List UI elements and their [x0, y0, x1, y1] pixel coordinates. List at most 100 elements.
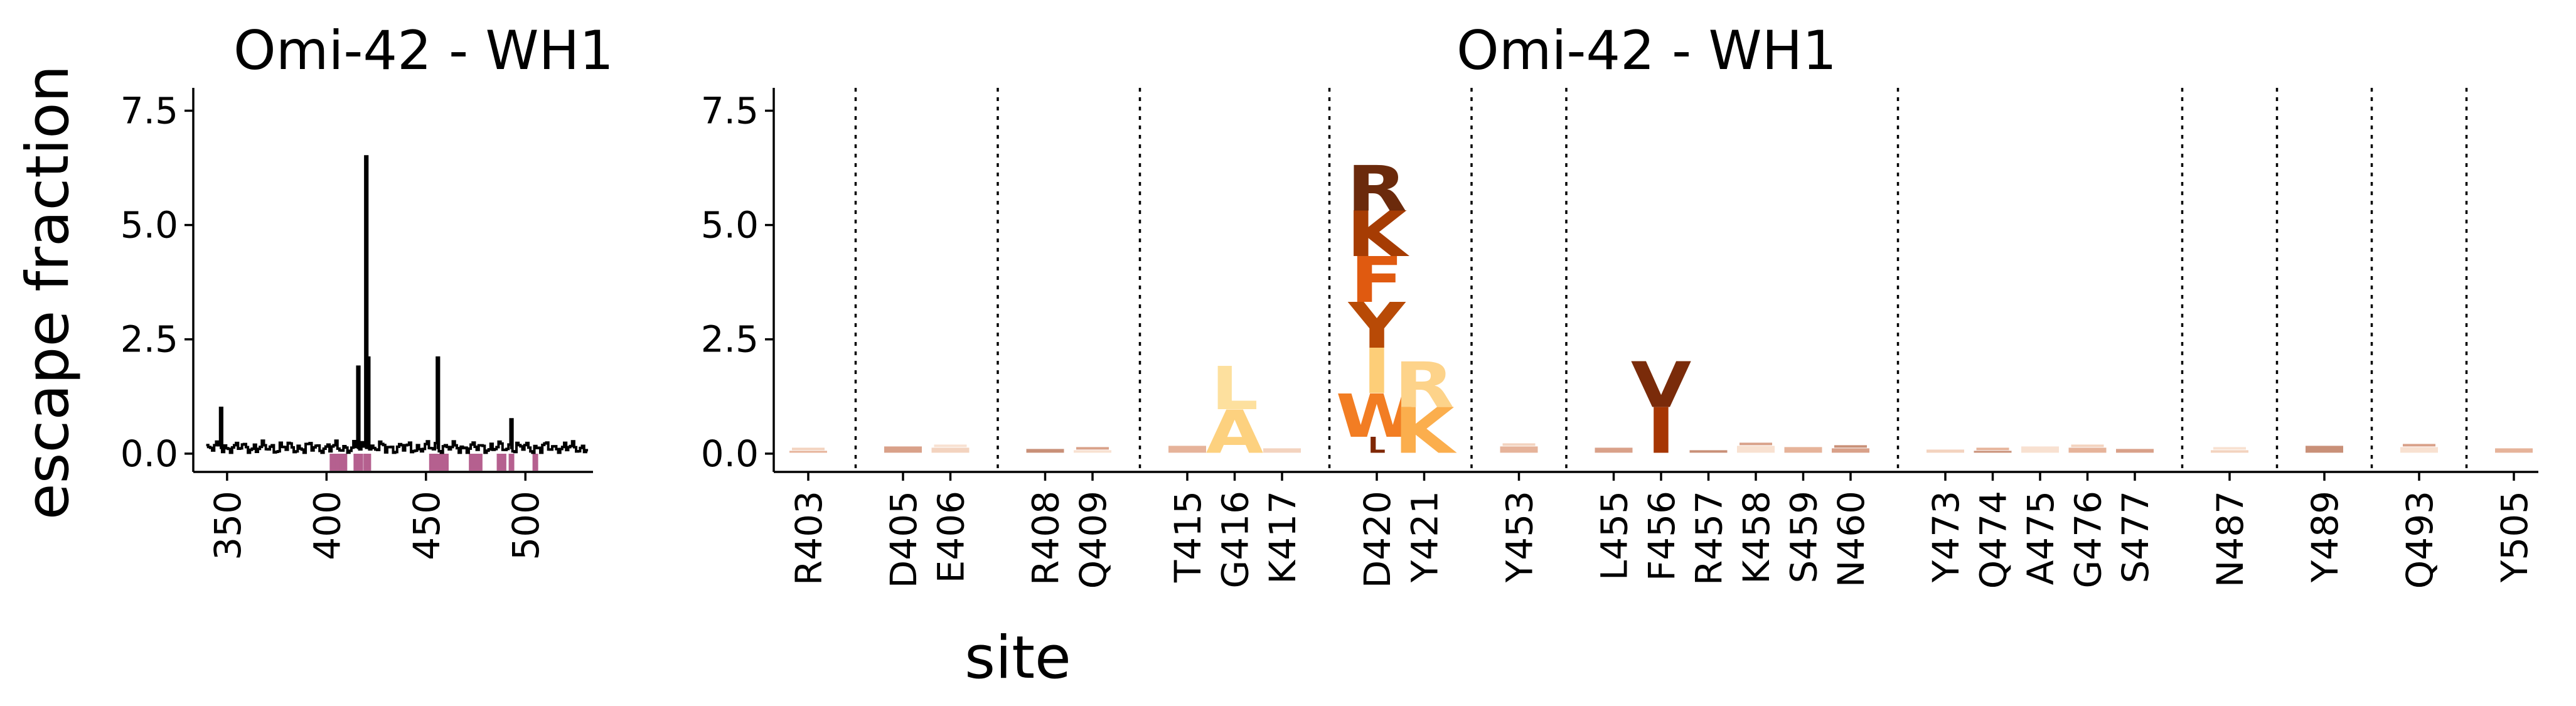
small-mark-Q493	[2400, 447, 2438, 453]
site-tick-label-K458: K458	[1735, 491, 1778, 584]
site-tick-label-N487: N487	[2209, 491, 2252, 587]
site-tick-label-L455: L455	[1593, 491, 1636, 580]
small-mark-Q409	[1074, 450, 1111, 453]
small-mark-Q474	[1974, 451, 2012, 453]
left-escape-line	[206, 155, 589, 454]
small-mark-N487	[2213, 447, 2246, 450]
left-x-tick-label: 450	[405, 491, 448, 560]
site-tick-label-N460: N460	[1830, 491, 1873, 587]
site-tick-label-T415: T415	[1167, 491, 1209, 583]
site-tick-label-R408: R408	[1025, 491, 1067, 586]
small-mark-Y505	[2495, 448, 2533, 453]
right-y-tick-label: 5.0	[701, 204, 759, 247]
right-y-tick-label: 0.0	[701, 432, 759, 475]
left-highlight-bars	[329, 454, 538, 471]
highlight-site-453	[429, 454, 435, 471]
small-mark-N460	[1834, 445, 1867, 448]
left-y-axis-label: escape fraction	[14, 65, 82, 520]
small-mark-K458	[1737, 446, 1775, 453]
right-axes: 0.0 2.5 5.0 7.5 R403 D405 E406 R408 Q409 T415 G416…	[701, 88, 2538, 589]
site-tick-label-Y473: Y473	[1925, 491, 1967, 583]
small-mark-R408	[1026, 449, 1064, 453]
left-y-tick-label: 5.0	[120, 204, 178, 247]
left-x-tick-label: 350	[206, 491, 249, 560]
right-y-tick-label: 7.5	[701, 89, 759, 132]
logo-letter-Y421-R: R	[1394, 349, 1454, 422]
highlight-site-489	[500, 454, 506, 471]
left-axes: 0.0 2.5 5.0 7.5 350 400 450 500	[120, 88, 593, 560]
small-mark-D405	[884, 446, 922, 453]
site-tick-label-Y453: Y453	[1499, 491, 1541, 583]
small-mark-Q409	[1076, 447, 1109, 450]
small-mark-E406	[934, 444, 967, 447]
left-y-tick-label: 7.5	[120, 89, 178, 132]
site-tick-label-G416: G416	[1214, 491, 1257, 589]
small-mark-T415	[1168, 446, 1206, 453]
highlight-site-409	[341, 454, 348, 471]
site-tick-label-E406: E406	[930, 491, 973, 583]
logo-letter-D420-L: L	[1368, 433, 1386, 459]
site-tick-label-S477: S477	[2114, 491, 2157, 584]
left-x-tick-label: 400	[306, 491, 348, 560]
small-mark-G476	[2071, 444, 2104, 447]
highlight-site-505	[532, 454, 538, 471]
left-y-tick-label: 0.0	[120, 432, 178, 475]
small-mark-A475	[2021, 446, 2059, 453]
site-tick-label-Q409: Q409	[1072, 491, 1114, 589]
site-tick-label-F456: F456	[1640, 491, 1683, 581]
small-mark-S459	[1784, 447, 1822, 453]
small-mark-Q474	[1976, 447, 2009, 451]
highlight-site-493	[508, 454, 515, 471]
escape-fraction-line	[206, 155, 589, 454]
logo-letter-Y421-K: K	[1394, 395, 1456, 468]
logo-letter-G416-A: A	[1206, 398, 1264, 467]
site-tick-label-R403: R403	[788, 491, 830, 586]
logo-letter-F456-V: V	[1631, 349, 1692, 422]
site-tick-label-R457: R457	[1688, 491, 1731, 586]
small-mark-E406	[931, 447, 970, 453]
small-mark-N487	[2211, 450, 2248, 453]
left-x-tick-label: 500	[505, 491, 547, 560]
small-mark-G476	[2068, 447, 2107, 453]
logo-letter-D420-I: I	[1362, 335, 1391, 409]
site-tick-label-A475: A475	[2019, 491, 2062, 585]
highlight-site-460	[442, 454, 449, 471]
small-mark-Q493	[2403, 444, 2435, 447]
small-mark-K458	[1740, 442, 1772, 446]
logo-letter-D420-W: W	[1336, 382, 1418, 451]
highlight-site-477	[476, 454, 483, 471]
left-panel-site-plot: Omi-42 - WH1 escape fraction 0.0 2.5 5.0 7.…	[14, 19, 614, 560]
small-mark-N460	[1832, 448, 1869, 453]
logo-letter-D420-F: F	[1350, 243, 1403, 317]
small-mark-Y453	[1502, 443, 1536, 446]
x-axis-label-site: site	[965, 624, 1071, 692]
highlight-site-406	[335, 454, 341, 471]
small-mark-K417	[1263, 448, 1301, 453]
site-tick-label-K417: K417	[1261, 491, 1304, 584]
site-tick-label-S459: S459	[1783, 491, 1825, 584]
site-group-separators	[854, 88, 2468, 472]
highlight-site-487	[496, 454, 503, 471]
small-mark-Y453	[1500, 446, 1538, 453]
left-chart-title: Omi-42 - WH1	[233, 19, 614, 82]
small-mark-L455	[1595, 447, 1633, 453]
site-tick-label-G476: G476	[2067, 491, 2110, 589]
logo-letter-D420-Y: Y	[1347, 289, 1406, 363]
logo-letter-F456-I: I	[1647, 395, 1675, 468]
small-mark-R457	[1689, 450, 1728, 453]
highlight-site-403	[329, 454, 336, 471]
site-tick-label-Q474: Q474	[1972, 491, 2015, 589]
site-tick-label-Y505: Y505	[2493, 491, 2536, 583]
small-logo-marks	[789, 442, 2533, 453]
right-chart-title: Omi-42 - WH1	[1456, 19, 1837, 82]
small-mark-R403	[789, 451, 827, 453]
site-tick-label-Y421: Y421	[1404, 491, 1446, 583]
small-mark-R403	[792, 447, 825, 451]
highlight-site-421	[365, 454, 371, 471]
small-mark-Y489	[2306, 446, 2343, 453]
site-tick-label-Q493: Q493	[2398, 491, 2441, 589]
logo-letter-D420-K: K	[1347, 198, 1409, 271]
